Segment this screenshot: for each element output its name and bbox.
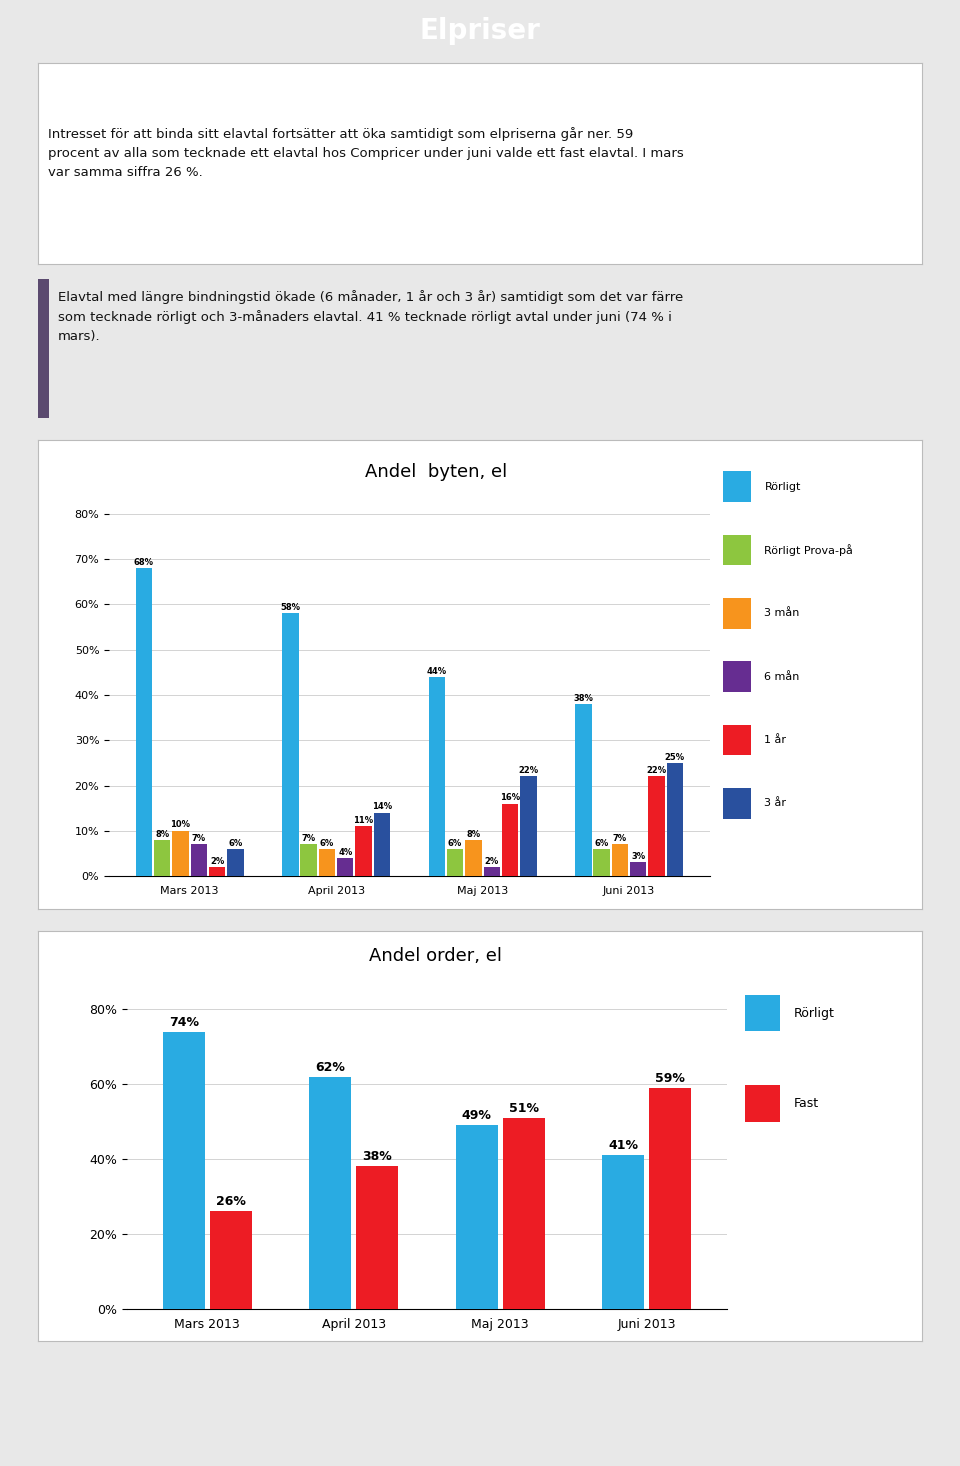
FancyBboxPatch shape xyxy=(38,279,49,418)
Text: Intresset för att binda sitt elavtal fortsätter att öka samtidigt som elpriserna: Intresset för att binda sitt elavtal for… xyxy=(48,128,684,179)
FancyBboxPatch shape xyxy=(745,1085,780,1121)
Text: 6 mån: 6 mån xyxy=(764,671,800,682)
FancyBboxPatch shape xyxy=(723,472,751,501)
FancyBboxPatch shape xyxy=(723,535,751,566)
FancyBboxPatch shape xyxy=(723,724,751,755)
FancyBboxPatch shape xyxy=(723,598,751,629)
Text: Elavtal med längre bindningstid ökade (6 månader, 1 år och 3 år) samtidigt som d: Elavtal med längre bindningstid ökade (6… xyxy=(58,290,684,343)
Text: Elpriser: Elpriser xyxy=(420,16,540,44)
FancyBboxPatch shape xyxy=(745,994,780,1032)
Text: Andel order, el: Andel order, el xyxy=(370,947,502,965)
Text: Rörligt Prova-på: Rörligt Prova-på xyxy=(764,544,853,556)
Text: Rörligt: Rörligt xyxy=(764,482,801,491)
Text: 3 år: 3 år xyxy=(764,799,786,808)
Text: 3 mån: 3 mån xyxy=(764,608,800,619)
Text: Fast: Fast xyxy=(794,1097,819,1110)
FancyBboxPatch shape xyxy=(723,661,751,692)
Text: 1 år: 1 år xyxy=(764,734,786,745)
Text: Just nu på Compricer: Just nu på Compricer xyxy=(49,81,212,97)
Text: Rörligt: Rörligt xyxy=(794,1007,834,1019)
Text: Andel  byten, el: Andel byten, el xyxy=(365,463,507,481)
FancyBboxPatch shape xyxy=(723,789,751,818)
